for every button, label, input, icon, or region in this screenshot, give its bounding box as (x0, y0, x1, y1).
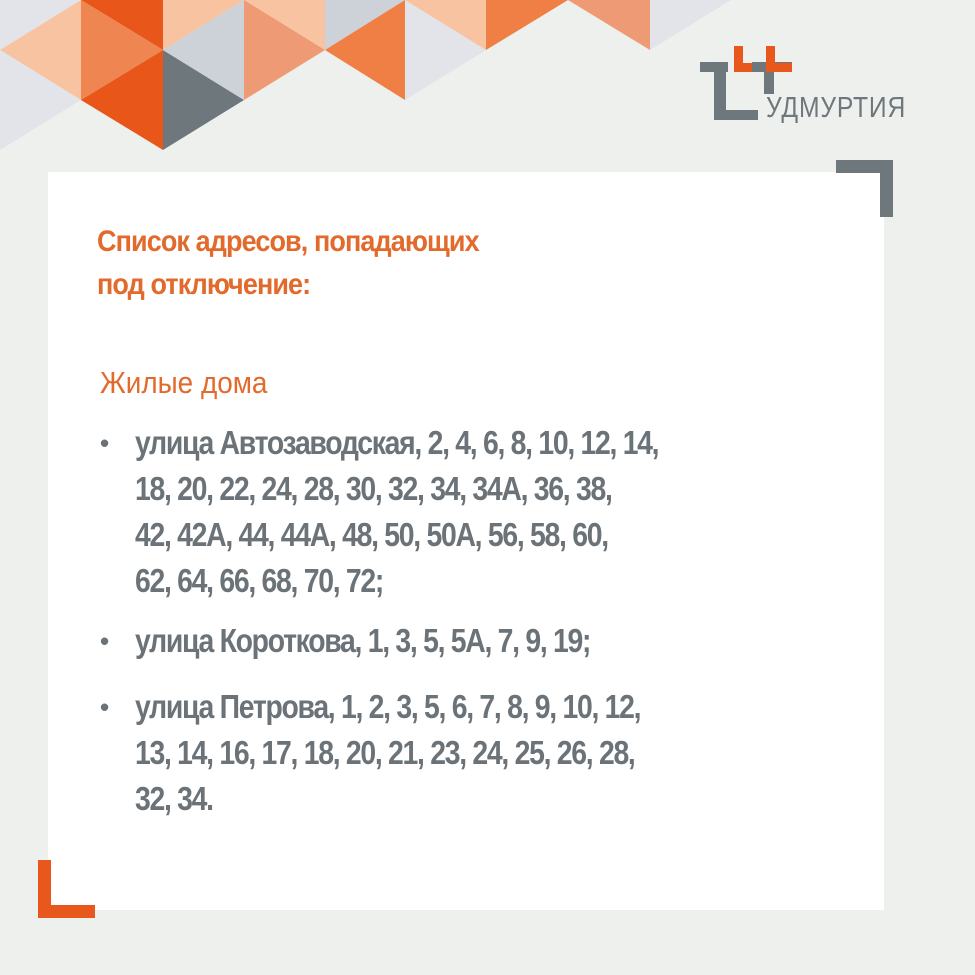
title-line: Список адресов, попадающих (97, 225, 480, 258)
title-line: под отключение: (97, 268, 311, 301)
logo-icon (700, 46, 792, 120)
list-item: • улица Автозаводская, 2, 4, 6, 8, 10, 1… (100, 420, 743, 604)
content-card (48, 172, 884, 910)
page-title: Список адресов, попадающих под отключени… (97, 220, 480, 306)
list-item: • улица Короткова, 1, 3, 5, 5А, 7, 9, 19… (100, 618, 743, 664)
section-heading: Жилые дома (100, 365, 268, 400)
corner-bracket-top-right (836, 160, 893, 217)
logo-text: УДМУРТИЯ (766, 92, 907, 124)
address-line: 62, 64, 66, 68, 70, 72; (135, 562, 384, 599)
bullet-icon: • (100, 692, 110, 722)
address-list: • улица Автозаводская, 2, 4, 6, 8, 10, 1… (100, 420, 743, 836)
decorative-triangles (0, 0, 731, 150)
address-line: улица Короткова, 1, 3, 5, 5А, 7, 9, 19; (135, 622, 591, 659)
bullet-icon: • (100, 626, 110, 656)
bullet-icon: • (100, 428, 110, 458)
list-item: • улица Петрова, 1, 2, 3, 5, 6, 7, 8, 9,… (100, 684, 743, 822)
address-line: 42, 42А, 44, 44А, 48, 50, 50А, 56, 58, 6… (135, 516, 609, 553)
address-line: 13, 14, 16, 17, 18, 20, 21, 23, 24, 25, … (135, 734, 636, 771)
address-line: 32, 34. (135, 780, 214, 817)
address-line: улица Петрова, 1, 2, 3, 5, 6, 7, 8, 9, 1… (135, 688, 642, 725)
corner-bracket-bottom-left (38, 860, 95, 918)
address-line: улица Автозаводская, 2, 4, 6, 8, 10, 12,… (135, 424, 660, 461)
address-line: 18, 20, 22, 24, 28, 30, 32, 34, 34А, 36,… (135, 470, 613, 507)
